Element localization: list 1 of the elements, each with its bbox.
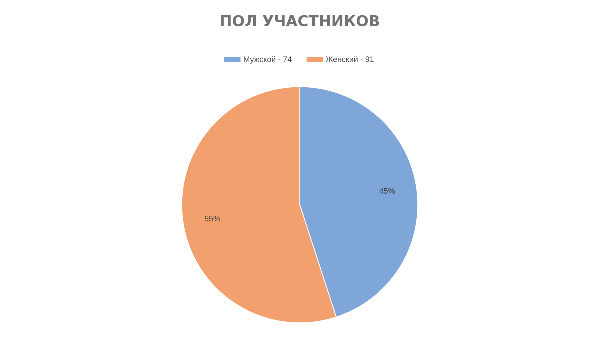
- chart-title: ПОЛ УЧАСТНИКОВ: [221, 15, 380, 27]
